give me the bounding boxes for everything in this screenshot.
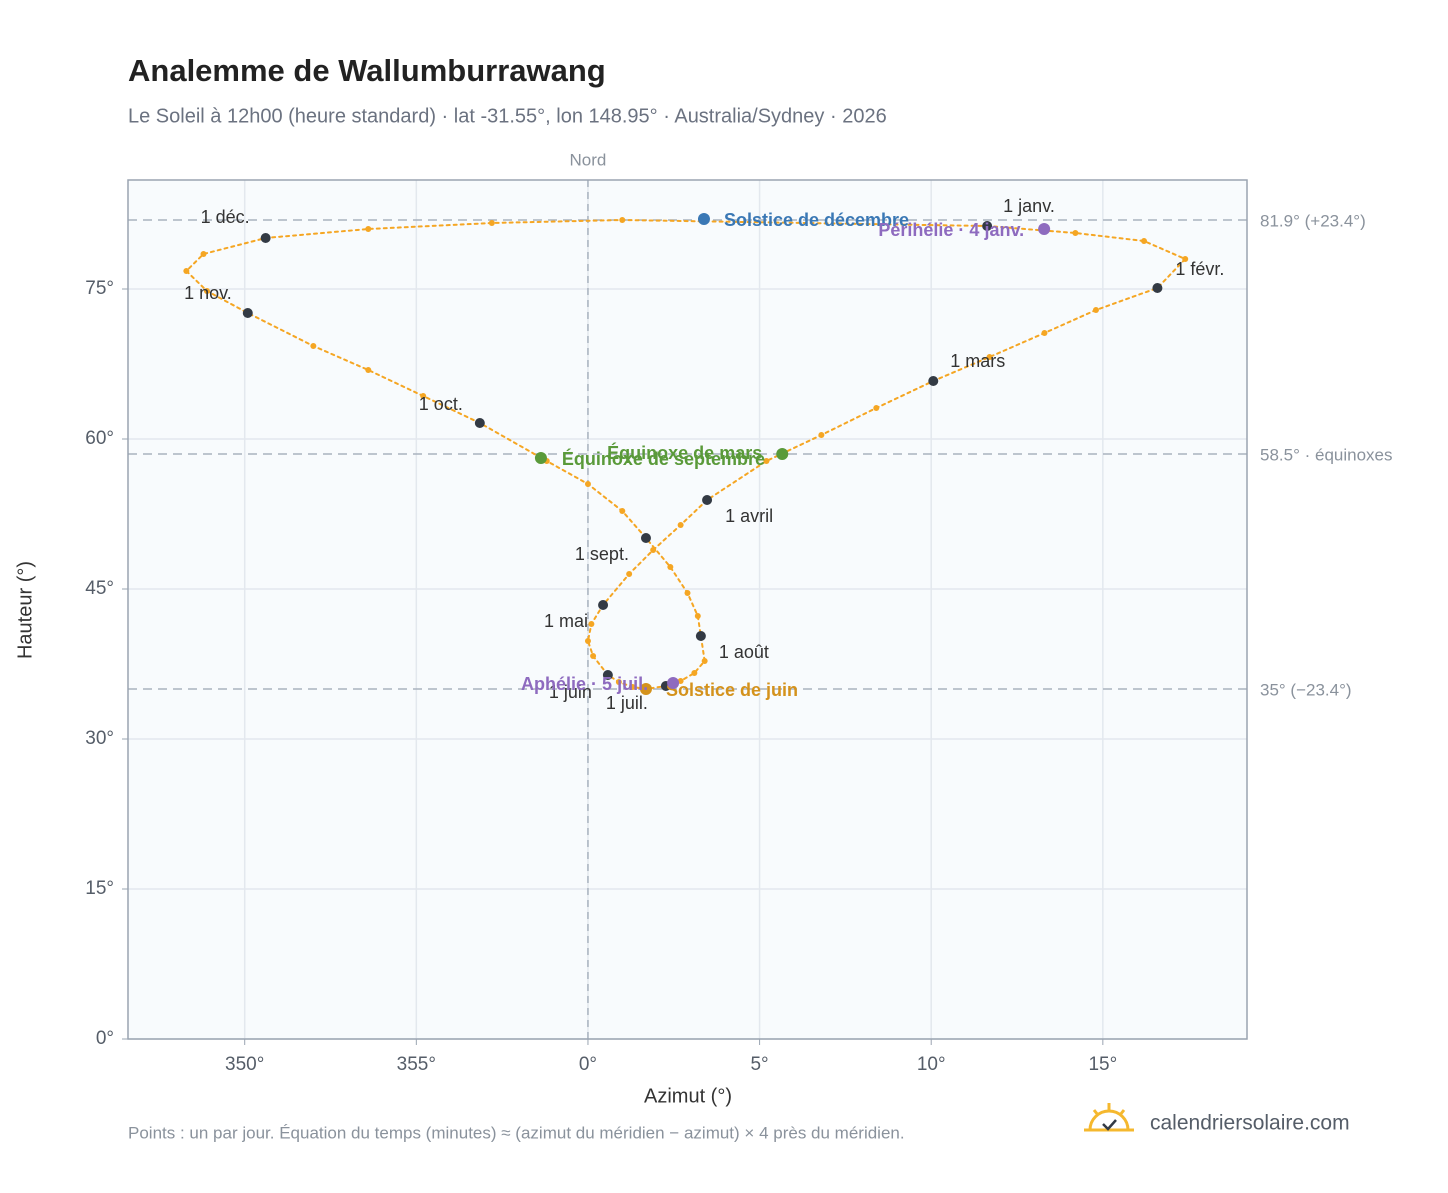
month-point (702, 495, 713, 505)
chart-title: Analemme de Wallumburrawang (128, 53, 606, 88)
month-point (928, 376, 939, 386)
event-point (697, 213, 710, 225)
month-label: 1 sept. (575, 544, 629, 564)
event-label: Solstice de décembre (724, 210, 909, 230)
day-point (677, 522, 684, 528)
y-tick-label: 60° (85, 428, 114, 449)
event-point (639, 683, 652, 695)
chart-subtitle: Le Soleil à 12h00 (heure standard) · lat… (128, 105, 887, 127)
event-label: Équinoxe de mars (607, 442, 762, 463)
day-point (1072, 230, 1079, 236)
month-point (474, 418, 485, 428)
day-point (488, 220, 495, 226)
day-point (1182, 256, 1189, 262)
day-point (1041, 330, 1048, 336)
plot-area (128, 180, 1247, 1039)
month-label: 1 oct. (419, 394, 463, 414)
event-point (1038, 223, 1051, 235)
day-point (650, 547, 657, 553)
month-label: 1 mars (950, 351, 1005, 371)
day-point (873, 405, 880, 411)
day-point (588, 621, 595, 627)
day-point (584, 481, 591, 487)
day-point (310, 343, 317, 349)
event-label: Solstice de juin (666, 680, 798, 700)
day-point (986, 354, 993, 360)
day-point (584, 638, 591, 644)
reference-label: 58.5° · équinoxes (1260, 445, 1393, 464)
day-point (203, 288, 210, 294)
day-point (626, 571, 633, 577)
month-point (242, 308, 253, 318)
month-point (695, 631, 706, 641)
day-point (691, 670, 698, 676)
month-point (640, 533, 651, 543)
day-point (1141, 238, 1148, 244)
y-tick-label: 15° (85, 878, 114, 899)
y-tick-label: 75° (85, 278, 114, 299)
day-point (183, 268, 190, 274)
event-point (534, 452, 547, 464)
day-point (701, 658, 708, 664)
x-tick-label: 10° (917, 1054, 946, 1075)
month-point (982, 221, 993, 231)
month-point (1152, 283, 1163, 293)
x-tick-label: 355° (397, 1054, 436, 1075)
brand: calendriersolaire.com (1150, 1112, 1350, 1135)
month-point (602, 670, 613, 680)
day-point (590, 653, 597, 659)
x-tick-label: 5° (750, 1054, 768, 1075)
north-label: Nord (570, 150, 607, 169)
day-point (365, 226, 372, 232)
day-point (200, 251, 207, 257)
month-label: 1 avril (725, 506, 773, 526)
day-point (667, 564, 674, 570)
month-point (260, 233, 271, 243)
month-label: 1 juin (549, 682, 592, 702)
day-point (677, 678, 684, 684)
day-point (420, 393, 427, 399)
day-point (694, 613, 701, 619)
day-point (684, 590, 691, 596)
event-point (667, 677, 680, 689)
month-label: 1 janv. (1003, 196, 1055, 216)
event-point (776, 448, 789, 460)
brand-logo (1084, 1103, 1134, 1132)
month-point (598, 600, 609, 610)
day-point (365, 367, 372, 373)
event-label: Équinoxe de septembre (562, 448, 765, 469)
plot-frame (127, 179, 1248, 1040)
y-axis-label: Hauteur (°) (14, 561, 36, 659)
y-tick-label: 30° (85, 728, 114, 749)
month-label: 1 déc. (201, 207, 250, 227)
day-point (619, 217, 626, 223)
event-label: Périhélie · 4 janv. (878, 220, 1024, 240)
day-point (1092, 307, 1099, 313)
day-point (818, 432, 825, 438)
day-point (615, 679, 622, 685)
y-tick-label: 0° (96, 1028, 114, 1049)
month-label: 1 juil. (606, 693, 648, 713)
reference-label: 35° (−23.4°) (1260, 680, 1352, 699)
day-point (763, 458, 770, 464)
x-tick-label: 0° (579, 1054, 597, 1075)
y-tick-label: 45° (85, 578, 114, 599)
month-label: 1 août (719, 642, 769, 662)
event-label: Aphélie · 5 juil. (521, 674, 648, 694)
day-point (629, 684, 636, 690)
month-label: 1 mai (544, 611, 588, 631)
x-tick-label: 350° (225, 1054, 264, 1075)
reference-label: 81.9° (+23.4°) (1260, 211, 1366, 230)
month-label: 1 nov. (184, 283, 232, 303)
footnote: Points : un par jour. Équation du temps … (128, 1123, 905, 1142)
month-label: 1 févr. (1175, 259, 1224, 279)
x-tick-label: 15° (1088, 1054, 1117, 1075)
day-point (619, 508, 626, 514)
x-axis-label: Azimut (°) (644, 1085, 732, 1107)
